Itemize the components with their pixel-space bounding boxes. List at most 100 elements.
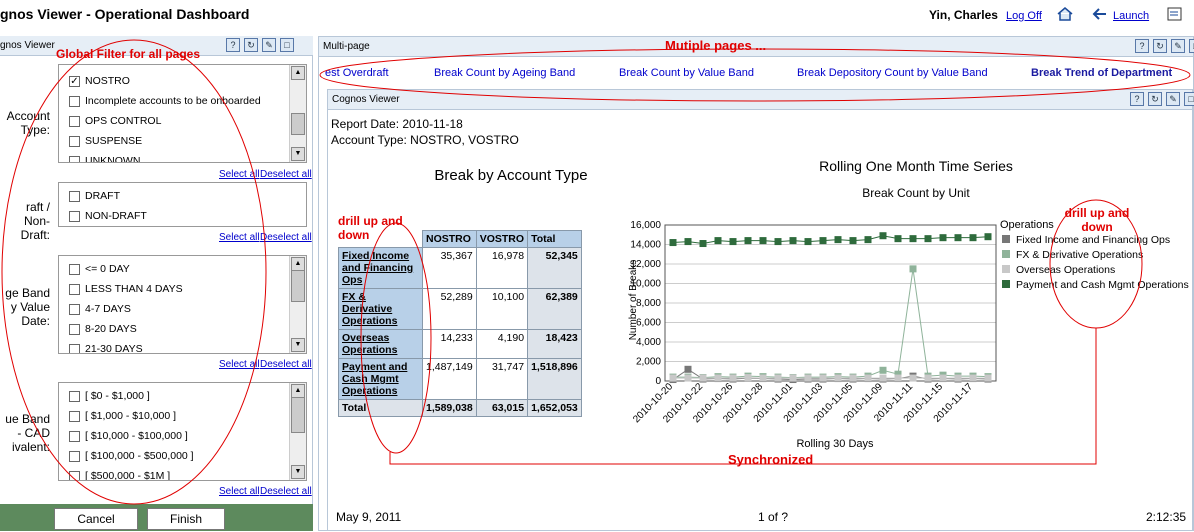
data-point[interactable] bbox=[775, 375, 782, 382]
checkbox[interactable] bbox=[69, 116, 80, 127]
data-point[interactable] bbox=[760, 237, 767, 244]
scroll-up-icon[interactable]: ▲ bbox=[291, 384, 305, 398]
data-point[interactable] bbox=[880, 367, 887, 374]
finish-button[interactable]: Finish bbox=[147, 508, 225, 530]
my-area-icon[interactable] bbox=[1166, 6, 1184, 22]
legend-label[interactable]: Overseas Operations bbox=[1016, 264, 1115, 276]
cancel-button[interactable]: Cancel bbox=[54, 508, 138, 530]
data-point[interactable] bbox=[685, 238, 692, 245]
data-point[interactable] bbox=[820, 375, 827, 382]
checkbox[interactable] bbox=[69, 344, 80, 355]
data-point[interactable] bbox=[745, 374, 752, 381]
option-incomplete[interactable]: Incomplete accounts to be onboarded bbox=[69, 94, 261, 108]
tab-ageing-band[interactable]: Break Count by Ageing Band bbox=[434, 67, 575, 79]
data-point[interactable] bbox=[955, 375, 962, 382]
option-value[interactable]: [ $500,000 - $1M ] bbox=[69, 469, 170, 481]
option-value[interactable]: [ $0 - $1,000 ] bbox=[69, 389, 150, 403]
option-age[interactable]: 8-20 DAYS bbox=[69, 322, 137, 336]
option-draft[interactable]: DRAFT bbox=[69, 189, 120, 203]
checkbox[interactable] bbox=[69, 391, 80, 402]
select-all-link[interactable]: Select all bbox=[219, 169, 260, 180]
data-point[interactable] bbox=[775, 238, 782, 245]
data-point[interactable] bbox=[670, 375, 677, 382]
scroll-down-icon[interactable]: ▼ bbox=[291, 147, 305, 161]
deselect-all-link[interactable]: Deselect all bbox=[260, 486, 312, 497]
logoff-link[interactable]: Log Off bbox=[1006, 10, 1042, 22]
data-point[interactable] bbox=[700, 240, 707, 247]
data-point[interactable] bbox=[805, 375, 812, 382]
refresh-icon[interactable]: ↻ bbox=[1153, 39, 1167, 53]
option-age[interactable]: LESS THAN 4 DAYS bbox=[69, 282, 183, 296]
data-point[interactable] bbox=[715, 375, 722, 382]
data-point[interactable] bbox=[820, 237, 827, 244]
checkbox[interactable] bbox=[69, 431, 80, 442]
data-point[interactable] bbox=[760, 375, 767, 382]
checkbox[interactable] bbox=[69, 304, 80, 315]
data-point[interactable] bbox=[865, 375, 872, 382]
option-value[interactable]: [ $100,000 - $500,000 ] bbox=[69, 449, 194, 463]
scrollbar[interactable]: ▲ ▼ bbox=[289, 256, 306, 353]
deselect-all-link[interactable]: Deselect all bbox=[260, 232, 312, 243]
data-point[interactable] bbox=[985, 375, 992, 382]
data-point[interactable] bbox=[835, 236, 842, 243]
maximize-icon[interactable]: □ bbox=[1189, 39, 1194, 53]
checkbox[interactable] bbox=[69, 96, 80, 107]
checkbox[interactable] bbox=[69, 284, 80, 295]
data-point[interactable] bbox=[940, 375, 947, 382]
home-icon[interactable] bbox=[1056, 6, 1074, 22]
help-icon[interactable]: ? bbox=[1135, 39, 1149, 53]
data-point[interactable] bbox=[925, 235, 932, 242]
data-point[interactable] bbox=[700, 375, 707, 382]
tab-value-band[interactable]: Break Count by Value Band bbox=[619, 67, 754, 79]
tab-overdraft[interactable]: est Overdraft bbox=[325, 67, 389, 79]
checkbox[interactable] bbox=[69, 136, 80, 147]
tab-break-trend[interactable]: Break Trend of Department bbox=[1031, 67, 1172, 79]
data-point[interactable] bbox=[925, 375, 932, 382]
refresh-icon[interactable]: ↻ bbox=[244, 38, 258, 52]
scroll-down-icon[interactable]: ▼ bbox=[291, 338, 305, 352]
select-all-link[interactable]: Select all bbox=[219, 359, 260, 370]
scroll-thumb[interactable] bbox=[291, 113, 305, 135]
data-point[interactable] bbox=[910, 375, 917, 382]
data-point[interactable] bbox=[670, 239, 677, 246]
data-point[interactable] bbox=[865, 236, 872, 243]
data-point[interactable] bbox=[835, 375, 842, 382]
checkbox[interactable] bbox=[69, 471, 80, 482]
checkbox[interactable] bbox=[69, 211, 80, 222]
account-type-list[interactable]: ✓NOSTRO Incomplete accounts to be onboar… bbox=[58, 64, 307, 163]
checkbox[interactable] bbox=[69, 264, 80, 275]
edit-icon[interactable]: ✎ bbox=[1171, 39, 1185, 53]
option-age[interactable]: 21-30 DAYS bbox=[69, 342, 143, 354]
checkbox[interactable] bbox=[69, 324, 80, 335]
data-point[interactable] bbox=[910, 265, 917, 272]
launch-link[interactable]: Launch bbox=[1113, 10, 1149, 22]
legend-label[interactable]: FX & Derivative Operations bbox=[1016, 249, 1143, 261]
select-all-link[interactable]: Select all bbox=[219, 232, 260, 243]
help-icon[interactable]: ? bbox=[226, 38, 240, 52]
data-point[interactable] bbox=[970, 375, 977, 382]
data-point[interactable] bbox=[790, 237, 797, 244]
data-point[interactable] bbox=[985, 233, 992, 240]
data-point[interactable] bbox=[685, 366, 692, 373]
checkbox[interactable]: ✓ bbox=[69, 76, 80, 87]
deselect-all-link[interactable]: Deselect all bbox=[260, 359, 312, 370]
scroll-up-icon[interactable]: ▲ bbox=[291, 257, 305, 271]
data-point[interactable] bbox=[745, 237, 752, 244]
option-value[interactable]: [ $10,000 - $100,000 ] bbox=[69, 429, 188, 443]
value-band-list[interactable]: [ $0 - $1,000 ] [ $1,000 - $10,000 ] [ $… bbox=[58, 382, 307, 481]
data-point[interactable] bbox=[895, 375, 902, 382]
data-point[interactable] bbox=[895, 235, 902, 242]
checkbox[interactable] bbox=[69, 451, 80, 462]
select-all-link[interactable]: Select all bbox=[219, 486, 260, 497]
checkbox[interactable] bbox=[69, 156, 80, 164]
data-point[interactable] bbox=[805, 238, 812, 245]
option-value[interactable]: [ $1,000 - $10,000 ] bbox=[69, 409, 176, 423]
data-point[interactable] bbox=[970, 234, 977, 241]
age-band-list[interactable]: <= 0 DAY LESS THAN 4 DAYS 4-7 DAYS 8-20 … bbox=[58, 255, 307, 354]
option-ops-control[interactable]: OPS CONTROL bbox=[69, 114, 161, 128]
data-point[interactable] bbox=[715, 237, 722, 244]
scrollbar[interactable]: ▲ ▼ bbox=[289, 383, 306, 480]
scroll-down-icon[interactable]: ▼ bbox=[291, 465, 305, 479]
data-point[interactable] bbox=[940, 234, 947, 241]
data-point[interactable] bbox=[685, 375, 692, 382]
